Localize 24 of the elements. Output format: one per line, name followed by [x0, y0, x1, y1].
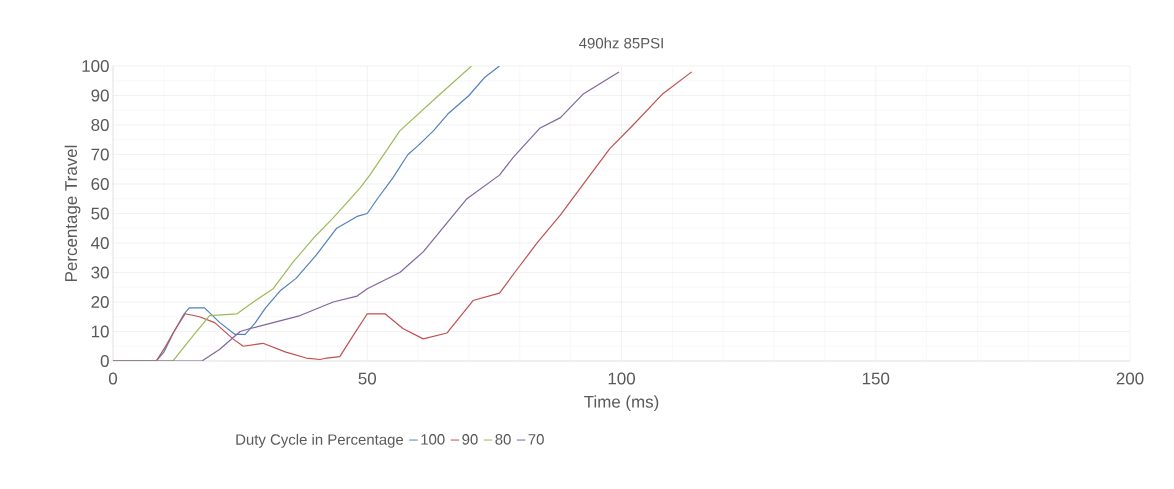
x-tick-label: 100 [608, 372, 635, 385]
y-tick-label: 0 [100, 354, 109, 367]
x-tick-label: 150 [862, 372, 890, 385]
legend-label: 90 [462, 434, 478, 445]
x-tick-label: 0 [108, 372, 118, 385]
legend-title: Duty Cycle in Percentage [236, 433, 404, 448]
legend-label: 80 [495, 434, 511, 445]
legend-label: 100 [421, 434, 445, 445]
y-tick-label: 80 [91, 118, 109, 131]
y-tick-label: 50 [91, 207, 109, 220]
y-axis-title: Percentage Travel [64, 145, 81, 281]
y-tick-label: 30 [91, 266, 109, 279]
y-tick-label: 100 [82, 59, 109, 72]
y-tick-label: 90 [91, 89, 109, 102]
x-tick-label: 200 [1116, 372, 1144, 385]
y-tick-label: 20 [91, 295, 109, 308]
chart-title: 490hz 85PSI [579, 37, 663, 49]
y-tick-label: 10 [91, 325, 109, 338]
y-tick-label: 70 [91, 148, 109, 161]
y-tick-label: 40 [91, 236, 109, 249]
x-axis-title: Time (ms) [584, 395, 659, 412]
y-tick-label: 60 [91, 177, 109, 190]
legend-label: 70 [528, 434, 544, 445]
x-tick-label: 50 [358, 372, 377, 385]
